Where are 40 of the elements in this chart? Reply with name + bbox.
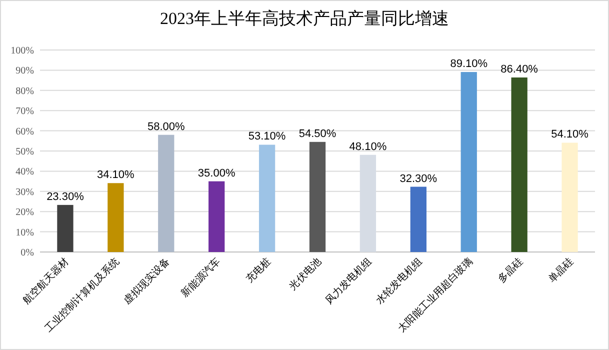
data-label: 54.50%	[298, 128, 336, 140]
y-tick-label: 60%	[16, 126, 34, 138]
y-tick-label: 70%	[16, 106, 34, 118]
bar	[562, 142, 578, 252]
x-tick-label: 风力发电机组	[323, 256, 374, 307]
bar	[57, 204, 74, 252]
data-label: 35.00%	[198, 167, 236, 180]
bar	[309, 142, 326, 252]
data-label: 32.30%	[400, 172, 438, 185]
y-tick-label: 40%	[16, 166, 34, 178]
x-tick-label: 多晶硅	[496, 256, 526, 286]
y-tick-label: 80%	[16, 86, 34, 97]
bar	[158, 134, 174, 252]
bar	[410, 186, 426, 252]
y-tick-label: 50%	[16, 146, 34, 158]
data-label: 34.10%	[97, 169, 135, 182]
data-label: 86.40%	[500, 63, 538, 76]
x-tick-label: 新能源汽车	[178, 256, 223, 300]
data-label: 89.10%	[450, 58, 488, 70]
bar	[208, 181, 225, 252]
bar	[258, 144, 276, 252]
data-label: 58.00%	[147, 120, 186, 133]
x-tick-label: 光伏电池	[286, 256, 324, 292]
data-label: 48.10%	[349, 140, 387, 153]
x-tick-label: 充电桩	[243, 256, 274, 286]
bar	[460, 72, 477, 252]
bar	[511, 77, 528, 252]
data-label: 53.10%	[248, 130, 286, 143]
y-tick-label: 10%	[16, 227, 34, 238]
y-tick-label: 100%	[10, 46, 34, 56]
y-tick-label: 90%	[16, 66, 34, 77]
bar	[108, 183, 124, 252]
x-tick-label: 虚拟现实设备	[121, 256, 172, 307]
y-tick-label: 0%	[20, 248, 34, 258]
y-tick-label: 30%	[16, 186, 34, 198]
data-label: 54.10%	[551, 128, 589, 141]
data-label: 23.30%	[46, 190, 84, 203]
chart-title: 2023年上半年高技术产品产量同比增速	[160, 9, 449, 28]
y-tick-label: 20%	[16, 207, 34, 218]
x-tick-label: 单晶硅	[546, 256, 576, 286]
